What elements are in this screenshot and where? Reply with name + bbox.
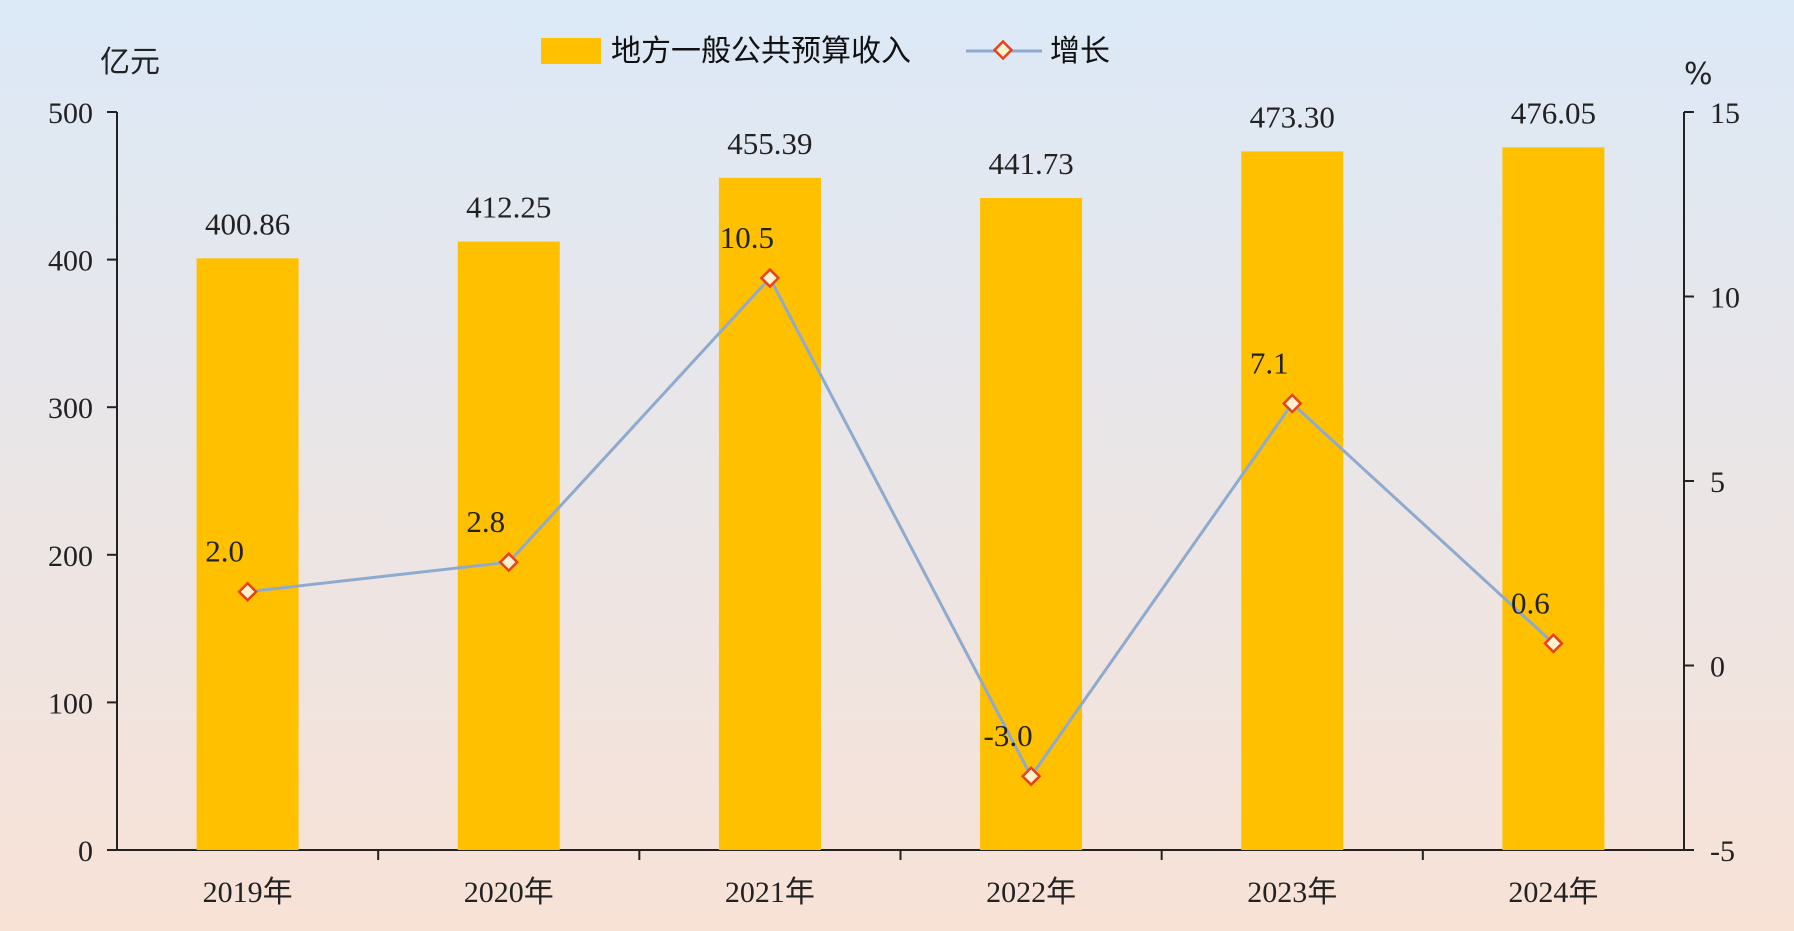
legend-line-label: 增长 — [1050, 34, 1110, 69]
growth-point — [1020, 765, 1042, 787]
left-axis-unit: 亿元 — [100, 45, 160, 80]
growth-value-label: 2.0 — [205, 534, 244, 569]
growth-point — [1281, 393, 1303, 414]
left-tick-label: 400 — [48, 245, 93, 278]
left-tick-label: 0 — [78, 835, 93, 868]
legend-bar-swatch — [541, 38, 601, 64]
right-tick-label: 0 — [1710, 651, 1725, 684]
axes: 0 100 200 300 400 500 -5 0 5 10 15 — [48, 97, 1740, 868]
growth-point — [759, 267, 781, 289]
right-axis-unit: % — [1684, 57, 1713, 92]
line-labels: 2.0 2.8 10.5 -3.0 7.1 0.6 — [205, 220, 1550, 753]
category-label: 2023年 — [1247, 876, 1337, 909]
category-label: 2024年 — [1508, 876, 1598, 909]
growth-point — [237, 581, 258, 602]
bar — [1241, 151, 1344, 851]
bar — [196, 258, 299, 850]
right-tick-label: 10 — [1710, 282, 1740, 315]
left-tick-label: 200 — [48, 540, 93, 573]
category-label: 2019年 — [203, 876, 293, 909]
left-tick-label: 100 — [48, 687, 93, 720]
bars — [196, 147, 1605, 851]
bar-value-label: 473.30 — [1250, 99, 1335, 134]
legend-bar-label: 地方一般公共预算收入 — [611, 34, 911, 69]
bar-value-label: 455.39 — [727, 126, 812, 161]
bar — [718, 177, 821, 850]
growth-line-layer — [237, 267, 1564, 787]
bar — [457, 241, 560, 851]
legend-line-marker — [992, 39, 1014, 61]
bar-value-label: 400.86 — [205, 206, 290, 241]
bar-value-label: 441.73 — [988, 146, 1073, 181]
left-tick-label: 500 — [48, 97, 93, 130]
growth-value-label: 10.5 — [720, 220, 774, 255]
bar — [1502, 147, 1605, 850]
bar-labels: 400.86 412.25 455.39 441.73 473.30 476.05 — [205, 95, 1596, 241]
growth-point — [1543, 633, 1564, 654]
category-labels: 2019年 2020年 2021年 2022年 2023年 2024年 — [203, 876, 1599, 909]
right-tick-label: 5 — [1710, 466, 1725, 499]
growth-value-label: 7.1 — [1250, 346, 1289, 381]
growth-value-label: -3.0 — [984, 718, 1033, 753]
growth-value-label: 2.8 — [466, 504, 505, 539]
category-label: 2020年 — [464, 876, 554, 909]
bar-value-label: 412.25 — [466, 190, 551, 225]
left-tick-label: 300 — [48, 392, 93, 425]
growth-line — [247, 275, 1555, 780]
category-label: 2021年 — [725, 876, 815, 909]
right-tick-label: 15 — [1710, 97, 1740, 130]
bar — [980, 198, 1083, 850]
growth-point — [498, 551, 520, 573]
legend: 地方一般公共预算收入 增长 — [541, 34, 1110, 69]
right-tick-label: -5 — [1710, 835, 1735, 868]
growth-value-label: 0.6 — [1511, 585, 1550, 620]
bar-value-label: 476.05 — [1511, 95, 1596, 130]
category-label: 2022年 — [986, 876, 1076, 909]
